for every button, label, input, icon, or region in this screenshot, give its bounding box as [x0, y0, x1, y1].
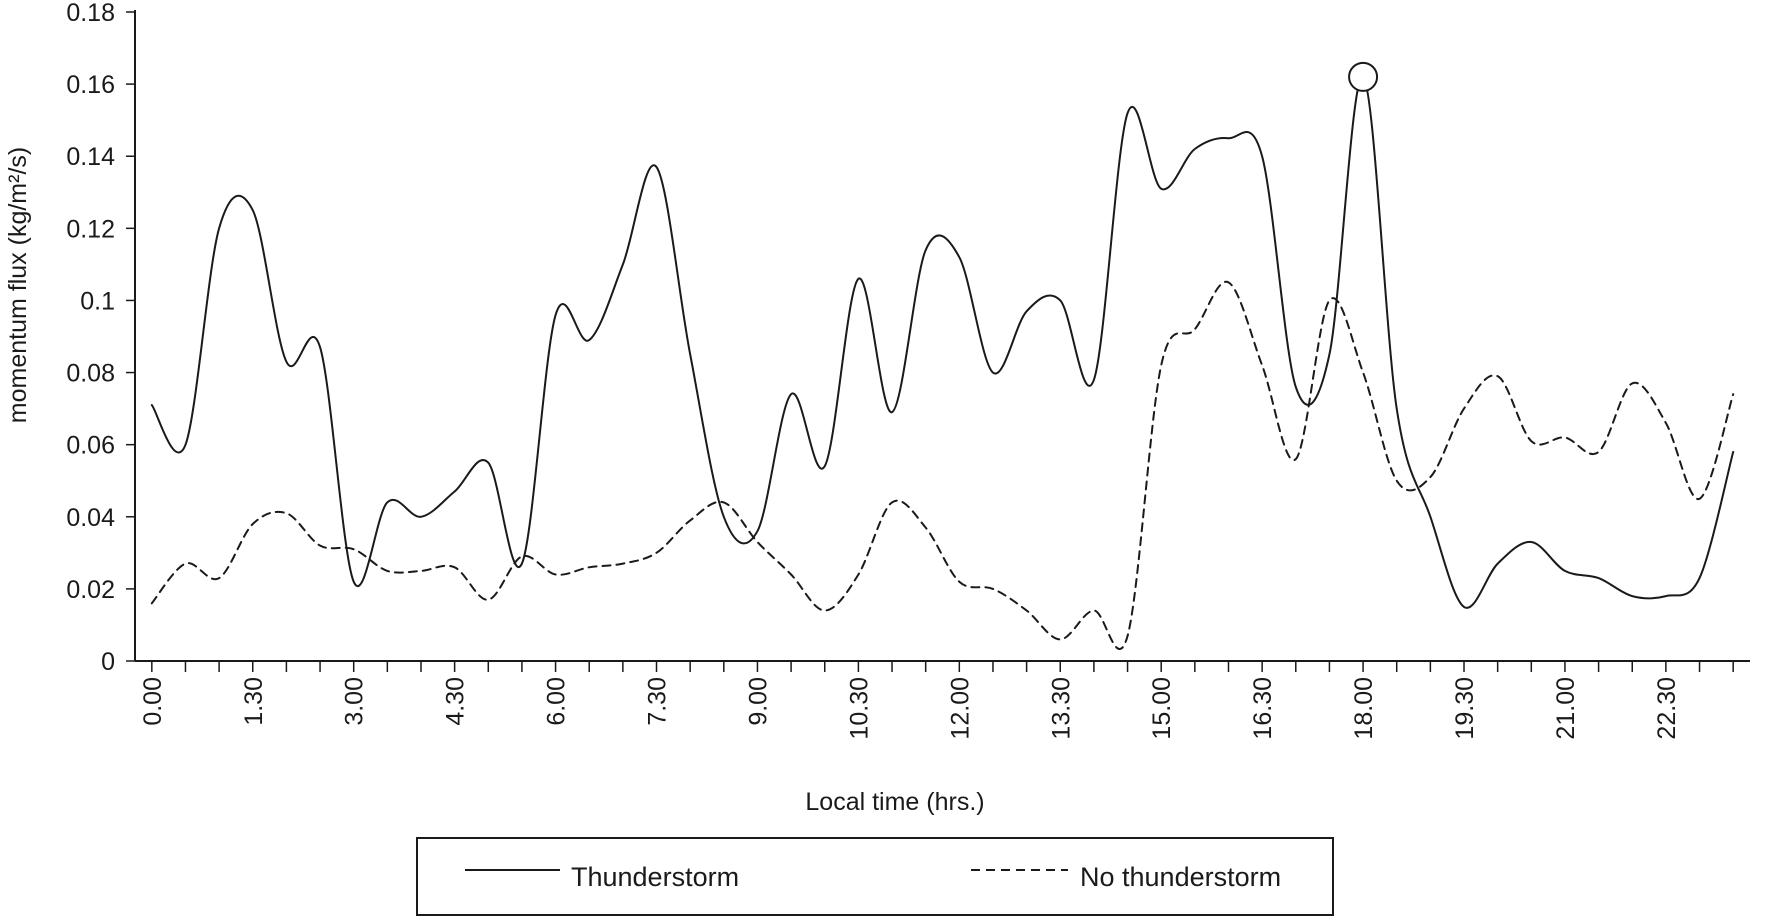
x-tick-label: 18.00	[1350, 677, 1378, 740]
y-tick-label: 0.02	[66, 576, 115, 604]
x-tick-label: 13.30	[1047, 677, 1075, 740]
x-tick-label: 21.00	[1552, 677, 1580, 740]
legend-box	[416, 837, 1334, 916]
x-tick-label: 12.00	[946, 677, 974, 740]
y-tick-label: 0	[101, 648, 115, 676]
x-tick-label: 15.00	[1148, 677, 1176, 740]
x-tick-label: 6.00	[543, 677, 571, 726]
x-tick-label: 19.30	[1451, 677, 1479, 740]
x-axis-label: Local time (hrs.)	[805, 788, 984, 816]
x-tick-label: 0.00	[139, 677, 167, 726]
y-tick-label: 0.04	[66, 504, 115, 532]
y-tick-label: 0.1	[80, 287, 115, 315]
x-tick-label: 22.30	[1653, 677, 1681, 740]
x-tick-label: 7.30	[644, 677, 672, 726]
x-tick-label: 4.30	[442, 677, 470, 726]
peak-highlight-circle	[1348, 61, 1379, 92]
legend-label-thunderstorm: Thunderstorm	[571, 862, 739, 892]
axes	[134, 10, 1750, 662]
series-line-no-thunderstorm	[150, 280, 1735, 650]
y-tick-label: 0.16	[66, 71, 115, 99]
series-line-thunderstorm	[150, 75, 1735, 609]
x-tick-label: 9.00	[744, 677, 772, 726]
x-tick-label: 16.30	[1249, 677, 1277, 740]
series-group	[150, 75, 1735, 650]
x-tick-label: 10.30	[845, 677, 873, 740]
y-tick-label: 0.12	[66, 215, 115, 243]
x-ticks: 0.00 1.30 3.00 4.30 6.00 7.30 9.00 10.30 12.00 13…	[139, 661, 1734, 740]
x-tick-label: 3.00	[341, 677, 369, 726]
y-tick-label: 0.18	[66, 0, 115, 27]
x-tick-label: 1.30	[240, 677, 268, 726]
legend: Thunderstorm No thunderstorm	[416, 837, 1334, 916]
y-tick-label: 0.06	[66, 432, 115, 460]
y-ticks: 0 0.02 0.04 0.06 0.08 0.1 0.12 0.14 0.16 0.18	[66, 0, 135, 676]
y-axis-label: momentum flux (kg/m²/s)	[4, 147, 32, 423]
legend-label-no-thunderstorm: No thunderstorm	[1080, 862, 1281, 892]
y-tick-label: 0.14	[66, 143, 115, 171]
y-tick-label: 0.08	[66, 360, 115, 388]
